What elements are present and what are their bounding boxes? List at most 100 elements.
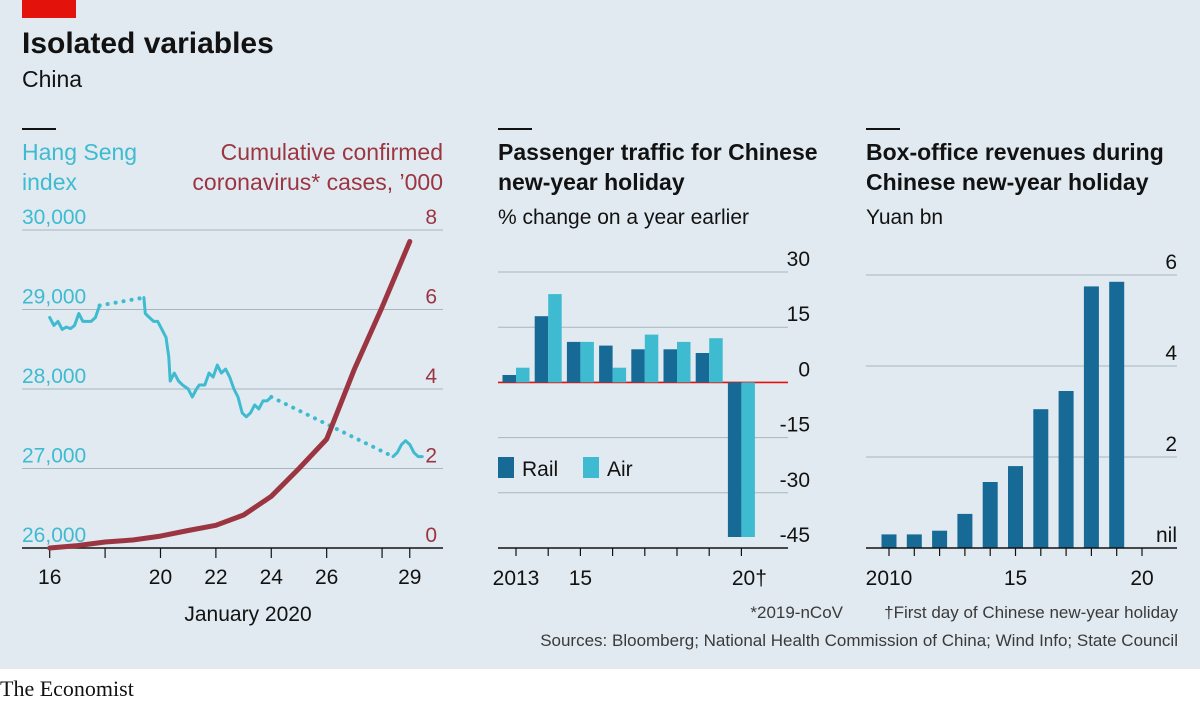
air-bar-2020 [741,382,755,537]
chart2-bars [502,294,755,537]
rail-legend-swatch [498,457,514,478]
chart1-x-tick-label: 24 [260,566,284,589]
chart3-y-tick-label: 6 [1165,251,1177,274]
charts-svg: Hang Seng index Cumulative confirmed coron… [22,128,1178,650]
right-axis-title: Cumulative confirmed coronavirus* cases, … [192,139,443,195]
hang-seng-gap-line [97,295,146,308]
chart1-right-tick-label: 4 [425,365,437,388]
chart1-right-tick-label: 6 [425,286,437,309]
chart3-gridlines [866,274,1177,458]
air-bar-2016 [612,367,627,383]
rail-bar-2014 [534,316,549,383]
chart2-y-tick-label: 15 [787,303,810,326]
box-office-bar-2018 [1083,286,1099,548]
chart2-y-tick-label: -30 [780,469,810,492]
chart2-y-tick-label: 30 [787,248,810,271]
air-bar-2015 [580,341,594,383]
chart3-y-tick-label: nil [1156,524,1177,547]
rail-bar-2018 [663,349,677,383]
chart1-left-tick-label: 29,000 [22,286,86,309]
chart2-y-tick-label: 0 [798,358,810,381]
chart1-left-tick-label: 30,000 [22,206,86,229]
chart3-y-tick-label: 2 [1165,433,1177,456]
chart2-x-tick-label: 15 [569,567,592,590]
footnote-asterisk: *2019-nCoV [750,603,843,622]
chart2-legend: Rail Air [498,457,633,481]
chart1-x-tick-label: 20 [149,566,172,589]
chart2-title-line2: new-year holiday [498,169,685,195]
right-axis-title-line1: Cumulative confirmed [221,139,443,165]
brand-wordmark: The Economist [0,676,134,701]
box-office-bar-2019 [1109,281,1125,548]
chart3-subtitle: Yuan bn [866,206,943,229]
air-bar-2019 [709,338,723,383]
rail-bar-2016 [599,345,613,383]
cases-line [47,239,413,551]
box-office-bar-2014 [982,482,998,548]
left-axis-title: Hang Seng index [22,139,137,195]
air-bar-2017 [644,334,659,383]
chart3-title-line1: Box-office revenues during [866,139,1164,165]
box-office-bar-2012 [932,530,948,548]
box-office-chart: Box-office revenues during Chinese new-ye… [866,128,1177,590]
chart3-x-tick-label: 20 [1130,567,1153,590]
chart1-x-tick-label: 16 [38,566,61,589]
chart1-right-tick-label: 8 [425,206,437,229]
hang-seng-line [391,439,424,459]
box-office-bar-2015 [1008,466,1023,548]
chart2-subtitle: % change on a year earlier [498,206,749,229]
air-legend-swatch [583,457,599,478]
box-office-bar-2016 [1033,409,1049,548]
left-axis-title-line1: Hang Seng [22,139,137,165]
chart-panel [0,0,1200,669]
chart1-right-tick-label: 2 [425,445,437,468]
left-axis-title-line2: index [22,169,77,195]
chart3-x-tick-label: 2010 [866,567,913,590]
chart3-x-ticks: 2010 15 20 [866,547,1177,590]
rail-bar-2017 [631,349,645,383]
title-rule [22,128,56,130]
footnote-dagger: †First day of Chinese new-year holiday [884,603,1178,622]
box-office-bar-2013 [957,513,973,548]
chart1-left-tick-label: 26,000 [22,524,86,547]
chart1-x-tick-label: 29 [398,566,421,589]
rail-bar-2015 [566,341,581,383]
passenger-traffic-chart: Passenger traffic for Chinese new-year ho… [493,128,818,590]
hang-seng-vs-cases-chart: Hang Seng index Cumulative confirmed coron… [22,128,443,626]
title-rule [498,128,532,130]
rail-bar-2013 [502,375,516,383]
chart1-left-tick-label: 27,000 [22,445,86,468]
chart-subtitle: China [22,66,83,92]
chart3-y-tick-label: 4 [1165,342,1177,365]
chart1-left-ticks: 26,000 27,000 28,000 29,000 30,000 [22,206,86,547]
chart-title: Isolated variables [22,27,274,60]
rail-legend-label: Rail [522,458,558,481]
chart3-bars [881,281,1125,548]
sources-note: Sources: Bloomberg; National Health Comm… [540,631,1178,650]
title-rule [866,128,900,130]
chart2-title-line1: Passenger traffic for Chinese [498,139,818,165]
chart1-right-ticks: 0 2 4 6 8 [425,206,437,547]
box-office-bar-2017 [1058,391,1074,548]
hang-seng-line [48,304,102,331]
chart3-x-tick-label: 15 [1004,567,1027,590]
chart2-title: Passenger traffic for Chinese new-year ho… [498,139,818,195]
chart2-y-tick-label: -45 [780,524,810,547]
chart1-series [47,239,424,551]
brand-red-tag [22,0,76,18]
chart2-x-tick-label: 20† [732,567,767,590]
chart2-x-tick-label: 2013 [493,567,540,590]
hang-seng-gap-line [269,395,396,459]
air-legend-label: Air [607,458,633,481]
hang-seng-line [142,296,273,419]
air-bar-2018 [677,341,691,383]
chart2-x-ticks: 2013 15 20† [493,547,788,590]
chart1-left-tick-label: 28,000 [22,365,86,388]
rail-bar-2019 [695,353,710,383]
right-axis-title-line2: coronavirus* cases, ’000 [192,169,443,195]
chart1-right-tick-label: 0 [425,524,437,547]
chart1-x-tick-label: 26 [315,566,338,589]
air-bar-2014 [548,294,562,383]
air-bar-2013 [516,367,530,383]
box-office-bar-2010 [881,534,897,548]
